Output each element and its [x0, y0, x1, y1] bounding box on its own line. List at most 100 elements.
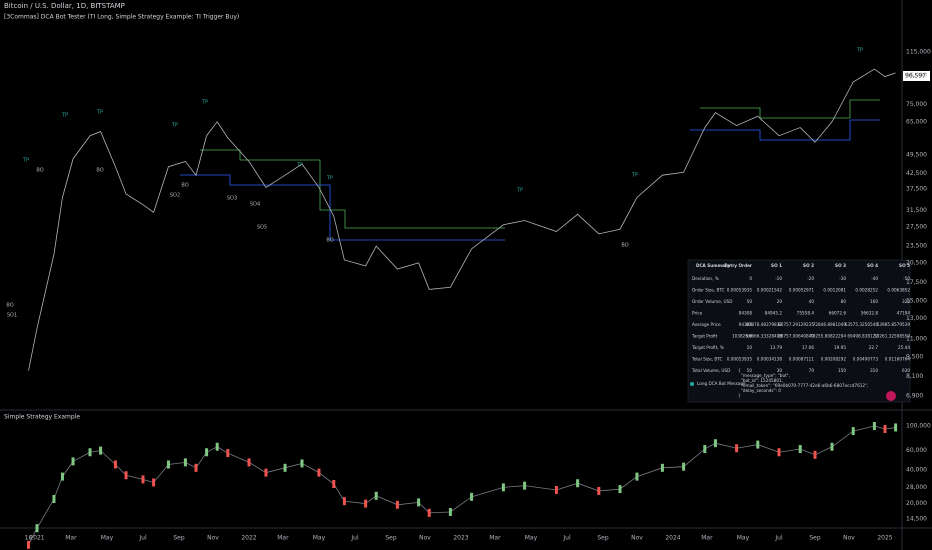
table-cell: 103826.8: [732, 334, 752, 339]
message-line: "delay_seconds": 0: [741, 388, 781, 393]
time-tick-label: Sep: [173, 535, 185, 542]
signal-candle: [71, 457, 75, 466]
table-cell: 10: [747, 345, 753, 350]
time-tick-label: Nov: [419, 535, 431, 542]
time-tick-label: 2025: [877, 535, 892, 542]
table-cell: 160: [870, 299, 878, 304]
signal-candle: [830, 442, 834, 451]
table-cell: 0.00087111: [789, 357, 815, 362]
signal-candle: [851, 427, 855, 436]
signal-candle: [247, 458, 251, 467]
table-cell: -20: [807, 276, 814, 281]
signal-candle: [618, 485, 622, 494]
message-line: "bot_id": 15245801,: [741, 378, 783, 383]
table-cell: 30: [777, 368, 783, 373]
table-cell: 66072.6: [829, 311, 847, 316]
time-tick-label: Jul: [774, 535, 783, 542]
time-tick-label: 16: [25, 535, 33, 542]
time-tick-label: Mar: [277, 535, 289, 542]
table-cell: 25.44: [898, 345, 910, 350]
trade-label: TP: [171, 123, 178, 129]
price-tick-label: 115,000: [906, 49, 931, 56]
price-tick-label: 75,000: [906, 101, 927, 108]
price-tick-label: 100,000: [906, 423, 931, 430]
price-tick-label: 20,500: [906, 259, 927, 266]
table-cell: 0.00052971: [789, 288, 815, 293]
signal-candle: [374, 491, 378, 500]
time-tick-label: Nov: [207, 535, 219, 542]
table-cell: 0: [749, 276, 752, 281]
signal-candle: [124, 471, 128, 480]
signal-candle: [660, 463, 664, 472]
signal-candle: [470, 492, 474, 501]
table-cell: 69498.838122: [847, 334, 878, 339]
table-cell: 59261.32598559: [874, 334, 910, 339]
trade-label: BO: [621, 243, 628, 249]
table-cell: 13.79: [770, 345, 782, 350]
table-cell: 0.00490773: [853, 357, 879, 362]
table-cell: 0.00034138: [757, 357, 783, 362]
trade-label: SO1: [7, 313, 17, 319]
signal-candle: [215, 442, 219, 451]
time-tick-label: 2022: [241, 535, 256, 542]
signal-candle: [52, 494, 56, 503]
lower-pane-title: Simple Strategy Example: [4, 414, 80, 421]
time-tick-label: May: [101, 535, 114, 542]
signal-candle: [226, 449, 230, 458]
trade-label: BO: [326, 238, 333, 244]
table-cell: 94308: [739, 322, 753, 327]
trade-label: TP: [326, 176, 333, 182]
time-tick-label: Nov: [631, 535, 643, 542]
signal-candle: [283, 463, 287, 472]
table-cell: 0.00053935: [727, 288, 753, 293]
table-cell: -40: [871, 276, 878, 281]
signal-candle: [813, 450, 817, 459]
table-row-label: Order Volume, USD: [692, 299, 732, 304]
signal-candle: [300, 459, 304, 468]
price-tick-label: 65,000: [906, 118, 927, 125]
message-icon: [690, 382, 694, 386]
time-tick-label: Nov: [843, 535, 855, 542]
time-tick-label: Mar: [65, 535, 77, 542]
signal-candle: [798, 445, 802, 454]
signal-candle: [735, 444, 739, 453]
tp-level-line: [700, 99, 880, 119]
table-row-label: Total Volume, USD: [691, 368, 730, 373]
price-tick-label: 8,100: [906, 373, 923, 380]
signal-candle: [713, 439, 717, 448]
time-tick-label: Sep: [809, 535, 821, 542]
signal-candle: [597, 486, 601, 495]
price-tick-label: 40,000: [906, 467, 927, 474]
time-tick-label: May: [313, 535, 326, 542]
table-cell: 320: [902, 299, 910, 304]
table-row-label: Target Profit: [691, 334, 718, 339]
table-header: SO 3: [835, 263, 846, 268]
price-tick-label: 11,000: [906, 336, 927, 343]
signal-candle: [777, 448, 781, 457]
trade-label: SO5: [257, 225, 267, 231]
price-tick-label: 31,500: [906, 207, 927, 214]
table-row-label: Order Size, BTC: [692, 288, 725, 293]
price-tick-label: 9,500: [906, 353, 923, 360]
table-cell: 630: [902, 368, 910, 373]
message-line: "message_type": "bot",: [741, 373, 790, 378]
table-cell: -30: [839, 276, 846, 281]
table-cell: 88757.00640849: [778, 334, 814, 339]
table-cell: 87878.48379832: [746, 322, 782, 327]
signal-candle: [194, 463, 198, 472]
signal-candle: [894, 423, 898, 432]
table-cell: 0.01160764: [885, 357, 911, 362]
logo[interactable]: [886, 391, 896, 401]
table-row-label: Average Price: [692, 322, 721, 327]
so-level-line: [180, 174, 505, 241]
message-line: {: [738, 368, 741, 373]
signal-candle: [317, 468, 321, 477]
time-tick-label: May: [737, 535, 750, 542]
trade-label: TP: [516, 188, 523, 194]
table-cell: 80757.29129235: [778, 322, 814, 327]
table-cell: 17.06: [802, 345, 814, 350]
price-tick-label: 15,000: [906, 298, 927, 305]
time-tick-label: Mar: [701, 535, 713, 542]
trade-label: TP: [856, 48, 863, 54]
